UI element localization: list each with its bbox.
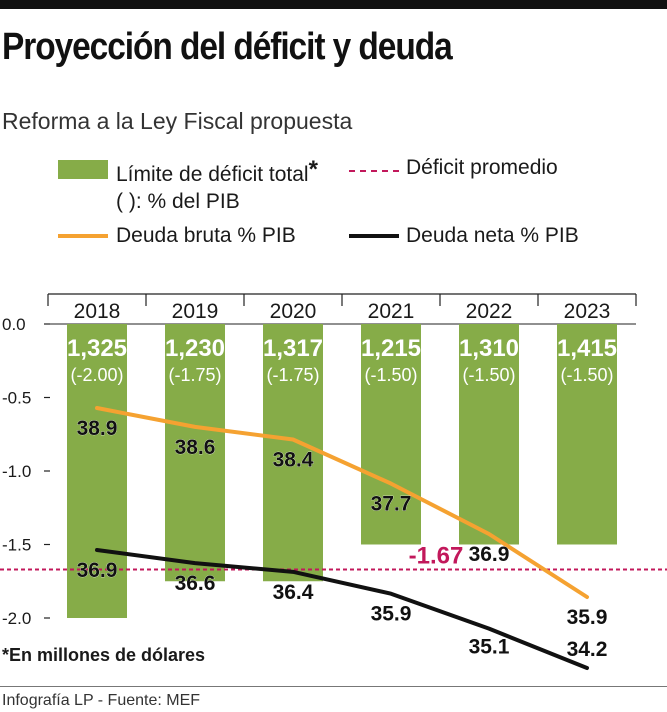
legend-dashed-label: Déficit promedio [406, 156, 558, 179]
deficit-bar [165, 324, 225, 582]
bar-amount-label: 1,230 [165, 335, 225, 362]
gross-debt-value-label: 37.7 [371, 493, 412, 516]
bar-amount-label: 1,317 [263, 335, 323, 362]
x-tick-label: 2023 [564, 300, 611, 323]
bar-pct-label: (-1.50) [364, 365, 417, 385]
y-tick-label: -1.0 [2, 462, 31, 481]
y-tick-label: -2.0 [2, 609, 31, 628]
gross-debt-value-label: 36.9 [469, 543, 510, 566]
x-tick-label: 2021 [368, 300, 415, 323]
bar-amount-label: 1,215 [361, 335, 421, 362]
bar-amount-label: 1,325 [67, 335, 127, 362]
x-tick-label: 2018 [74, 300, 121, 323]
footer-rule [0, 686, 667, 687]
net-debt-value-label: 36.9 [77, 559, 118, 582]
y-tick-label: -1.5 [2, 536, 31, 555]
legend-dashed-swatch [349, 170, 399, 172]
net-debt-value-label: 35.9 [371, 603, 412, 626]
gross-debt-value-label: 38.9 [77, 417, 118, 440]
page-title: Proyección del déficit y deuda [2, 26, 453, 68]
net-debt-value-label: 34.2 [567, 638, 608, 661]
legend-bar-swatch [58, 160, 108, 179]
page-subtitle: Reforma a la Ley Fiscal propuesta [2, 108, 353, 134]
bar-pct-label: (-1.50) [560, 365, 613, 385]
deficit-bar [459, 324, 519, 545]
gross-debt-value-label: 38.6 [175, 436, 216, 459]
deficit-bar [263, 324, 323, 582]
net-debt-value-label: 35.1 [469, 636, 510, 659]
bar-pct-label: (-1.75) [266, 365, 319, 385]
net-debt-value-label: 36.6 [175, 572, 216, 595]
y-tick-label: -0.5 [2, 389, 31, 408]
net-debt-line [95, 548, 589, 670]
deficit-bar [361, 324, 421, 545]
net-debt-value-label: 36.4 [273, 581, 314, 604]
gross-debt-line [95, 406, 589, 599]
x-tick-label: 2019 [172, 300, 219, 323]
legend-bars-label: Límite de déficit total [116, 163, 309, 186]
bar-pct-label: (-2.00) [70, 365, 123, 385]
bar-pct-label: (-1.50) [462, 365, 515, 385]
deficit-bar [557, 324, 617, 545]
source-credit: Infografía LP - Fuente: MEF [2, 692, 201, 709]
top-rule [0, 0, 667, 9]
x-tick-label: 2020 [270, 300, 317, 323]
footnote: *En millones de dólares [2, 645, 206, 665]
legend-orange-swatch [58, 234, 108, 238]
legend-black-swatch [349, 234, 399, 238]
bar-amount-label: 1,415 [557, 335, 617, 362]
average-deficit-label: -1.67 [409, 542, 464, 569]
legend-bars-note: ( ): % del PIB [116, 190, 240, 213]
legend-orange-label: Deuda bruta % PIB [116, 224, 296, 247]
legend-black-label: Deuda neta % PIB [406, 224, 579, 247]
y-tick-label: 0.0 [2, 315, 26, 334]
legend-bars: Límite de déficit total* [116, 156, 318, 187]
bar-amount-label: 1,310 [459, 335, 519, 362]
gross-debt-value-label: 38.4 [273, 449, 314, 472]
x-tick-label: 2022 [466, 300, 513, 323]
bar-pct-label: (-1.75) [168, 365, 221, 385]
gross-debt-value-label: 35.9 [567, 606, 608, 629]
legend-bars-asterisk: * [308, 156, 318, 183]
